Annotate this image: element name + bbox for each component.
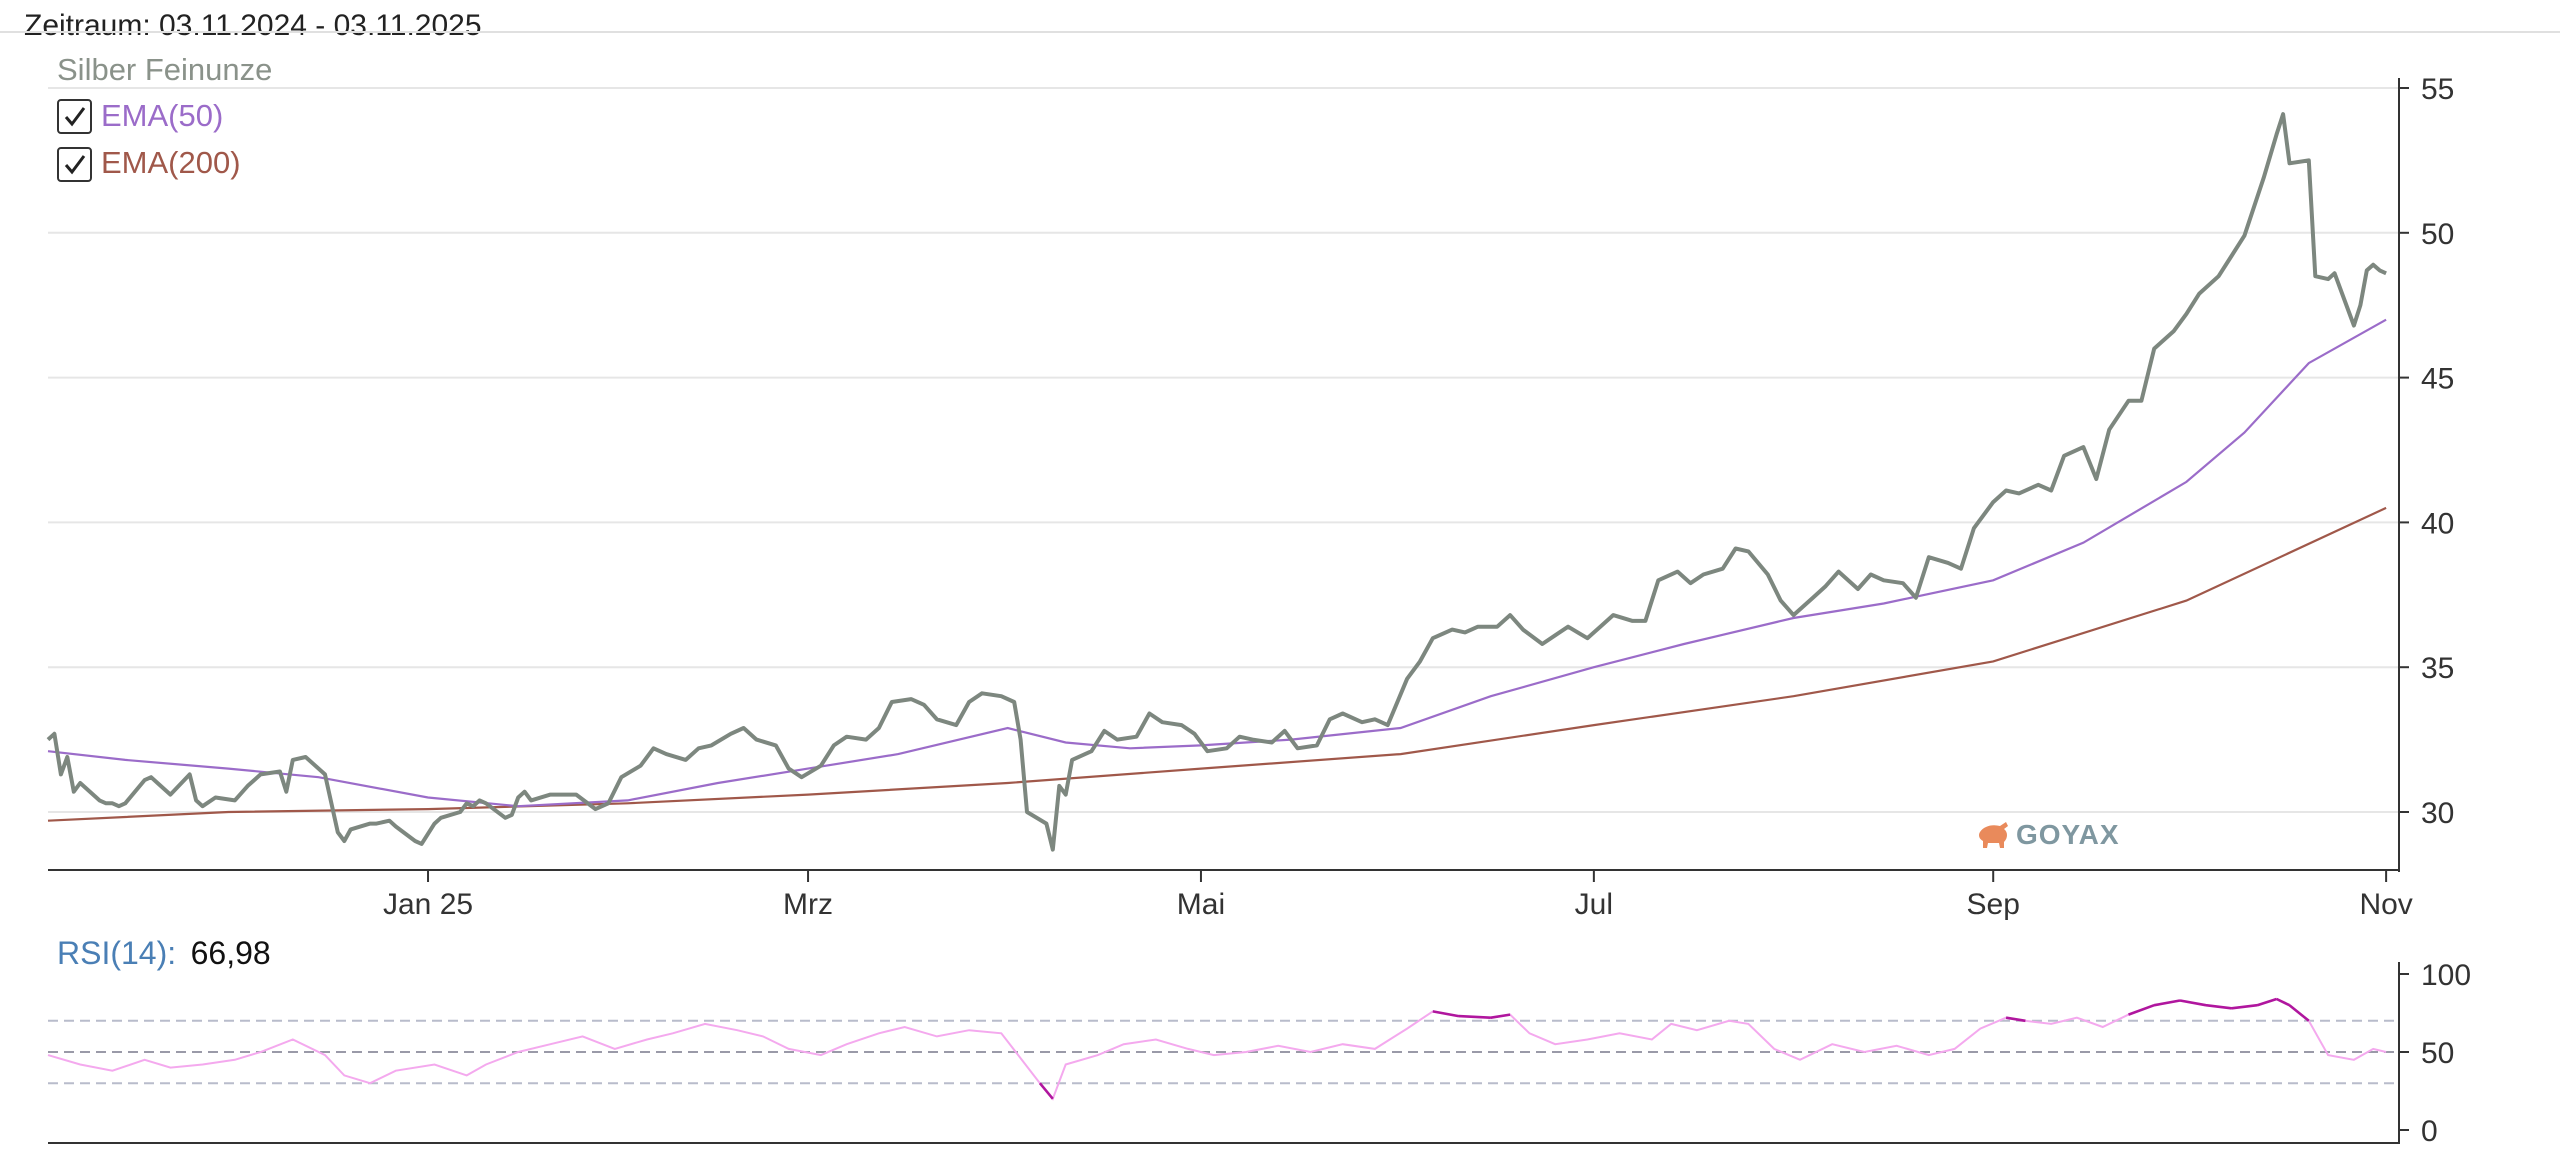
- series-line-rsi-extremes: [1038, 997, 2310, 1100]
- rsi-tick-label-50: 50: [2421, 1037, 2454, 1070]
- series-line-ema50: [47, 318, 2387, 808]
- main-x-axis: Jan 25 Mrz Mai Jul Sep Nov: [383, 870, 2413, 921]
- x-tick-label-5: Nov: [2359, 888, 2412, 921]
- y-tick-label-55: 55: [2421, 73, 2454, 106]
- legend-checkbox-ema200[interactable]: [57, 147, 92, 182]
- legend-checkbox-ema50[interactable]: [57, 99, 92, 134]
- rsi-label: RSI(14):: [57, 935, 176, 971]
- x-tick-label-4: Sep: [1967, 888, 2020, 921]
- rsi-value: 66,98: [191, 935, 271, 971]
- rsi-tick-label-100: 100: [2421, 959, 2471, 992]
- y-tick-label-50: 50: [2421, 218, 2454, 251]
- rsi-y-axis: 0 50 100: [2399, 959, 2471, 1148]
- x-tick-label-1: Mrz: [783, 888, 833, 921]
- period-label: Zeitraum: 03.11.2024 - 03.11.2025: [24, 9, 482, 42]
- legend-label-ema50[interactable]: EMA(50): [101, 98, 223, 133]
- watermark-text: GOYAX: [2016, 819, 2120, 850]
- main-gridlines: [48, 87, 2399, 813]
- series-line-ema200: [47, 506, 2387, 822]
- bull-icon: [1979, 822, 2008, 848]
- x-tick-label-2: Mai: [1177, 888, 1225, 921]
- rsi-reference-lines: [48, 1019, 2399, 1085]
- x-tick-label-0: Jan 25: [383, 888, 473, 921]
- y-tick-label-45: 45: [2421, 363, 2454, 396]
- legend-main-series: Silber Feinunze: [57, 52, 272, 87]
- y-tick-label-30: 30: [2421, 797, 2454, 830]
- goyax-logo: GOYAX: [1979, 819, 2120, 850]
- series-line-rsi: [47, 997, 2387, 1101]
- y-tick-label-35: 35: [2421, 652, 2454, 685]
- series-line-silver: [46, 112, 2387, 852]
- x-tick-label-3: Jul: [1575, 888, 1613, 921]
- main-y-axis: 30 35 40 45 50 55: [2399, 73, 2454, 830]
- legend-label-ema200[interactable]: EMA(200): [101, 145, 241, 180]
- y-tick-label-40: 40: [2421, 507, 2454, 540]
- rsi-tick-label-0: 0: [2421, 1115, 2438, 1148]
- rsi-legend: RSI(14): 66,98: [57, 935, 271, 971]
